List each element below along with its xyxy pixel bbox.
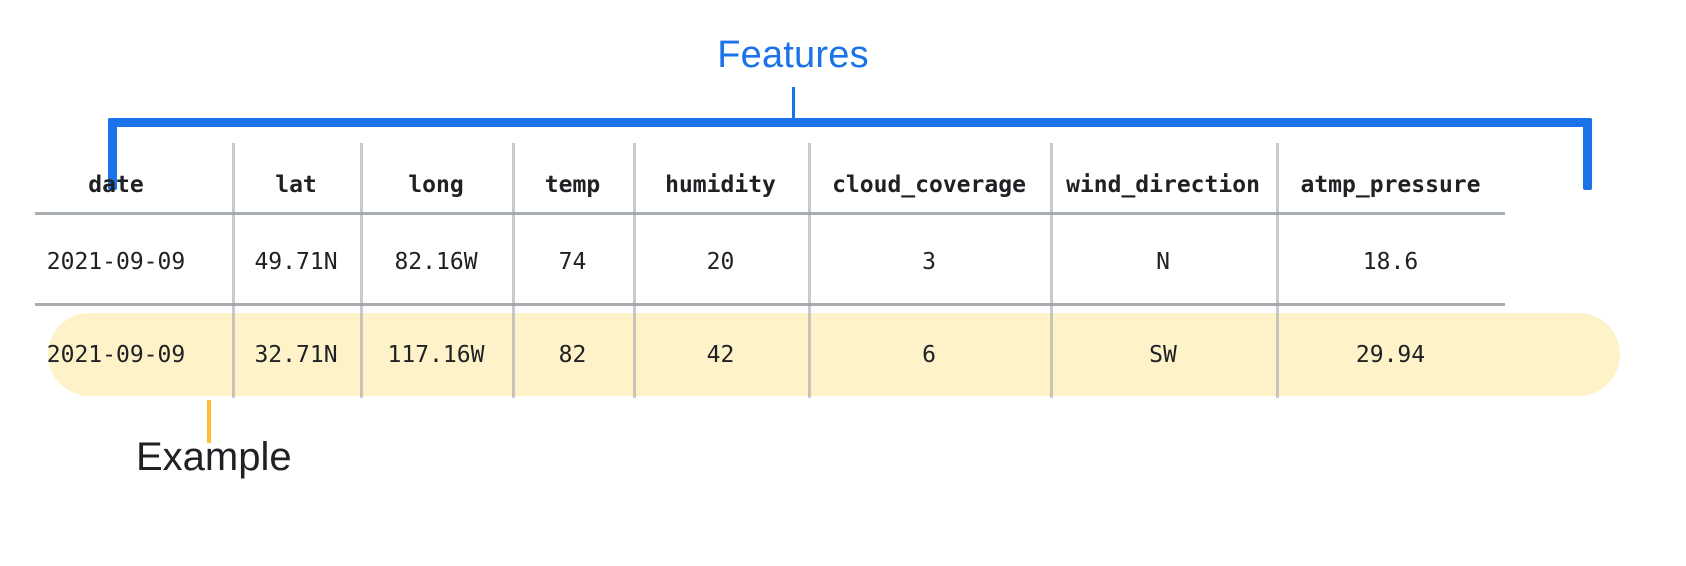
table-column-divider-5 bbox=[1050, 143, 1053, 398]
cell-row1-date: 2021-09-09 bbox=[46, 341, 186, 368]
column-header-atmp_pressure: atmp_pressure bbox=[1300, 171, 1481, 198]
cell-row1-wind_direction: SW bbox=[1149, 341, 1177, 368]
column-header-lat: lat bbox=[275, 171, 317, 198]
cell-row1-humidity: 42 bbox=[706, 341, 735, 368]
features-bracket-tick-right bbox=[1583, 118, 1592, 190]
table-column-divider-3 bbox=[633, 143, 636, 398]
cell-row0-long: 82.16W bbox=[394, 249, 478, 275]
cell-row0-lat: 49.71N bbox=[254, 249, 338, 275]
table-column-divider-2 bbox=[512, 143, 515, 398]
table-rule-row bbox=[35, 303, 1505, 306]
table-column-divider-4 bbox=[808, 143, 811, 398]
table-row: 2021-09-09 32.71N 117.16W 82 42 6 SW 29.94 bbox=[0, 313, 1686, 396]
cell-row0-atmp_pressure: 18.6 bbox=[1362, 249, 1419, 275]
table-header-row: date lat long temp humidity cloud_coverage win… bbox=[0, 157, 1686, 212]
cell-row1-long: 117.16W bbox=[387, 341, 485, 368]
cell-row1-atmp_pressure: 29.94 bbox=[1355, 341, 1426, 368]
data-table: date lat long temp humidity cloud_coverage win… bbox=[0, 135, 1686, 400]
example-annotation-label: Example bbox=[136, 435, 292, 479]
cell-row1-cloud_coverage: 6 bbox=[922, 341, 936, 368]
cell-row0-humidity: 20 bbox=[706, 249, 735, 275]
table-column-divider-6 bbox=[1276, 143, 1279, 398]
table-rule-header bbox=[35, 212, 1505, 215]
features-connector-line bbox=[792, 87, 795, 119]
cell-row1-temp: 82 bbox=[558, 341, 587, 368]
cell-row1-lat: 32.71N bbox=[254, 341, 338, 368]
table-column-divider-1 bbox=[360, 143, 363, 398]
cell-row0-date: 2021-09-09 bbox=[46, 249, 186, 275]
column-header-temp: temp bbox=[544, 171, 601, 198]
column-header-date: date bbox=[88, 171, 144, 198]
column-header-long: long bbox=[408, 171, 464, 198]
column-header-cloud_coverage: cloud_coverage bbox=[832, 171, 1026, 198]
column-header-wind_direction: wind_direction bbox=[1066, 171, 1260, 198]
features-bracket-bar bbox=[108, 118, 1592, 127]
cell-row0-wind_direction: N bbox=[1156, 249, 1170, 275]
cell-row0-cloud_coverage: 3 bbox=[922, 249, 936, 275]
column-header-humidity: humidity bbox=[665, 171, 776, 198]
table-row: 2021-09-09 49.71N 82.16W 74 20 3 N 18.6 bbox=[0, 221, 1686, 303]
features-bracket-tick-left bbox=[108, 118, 117, 190]
features-annotation-label: Features bbox=[717, 34, 869, 76]
cell-row0-temp: 74 bbox=[558, 249, 587, 275]
example-connector-line bbox=[207, 400, 211, 443]
table-column-divider-0 bbox=[232, 143, 235, 398]
example-row-highlight bbox=[48, 313, 1620, 396]
